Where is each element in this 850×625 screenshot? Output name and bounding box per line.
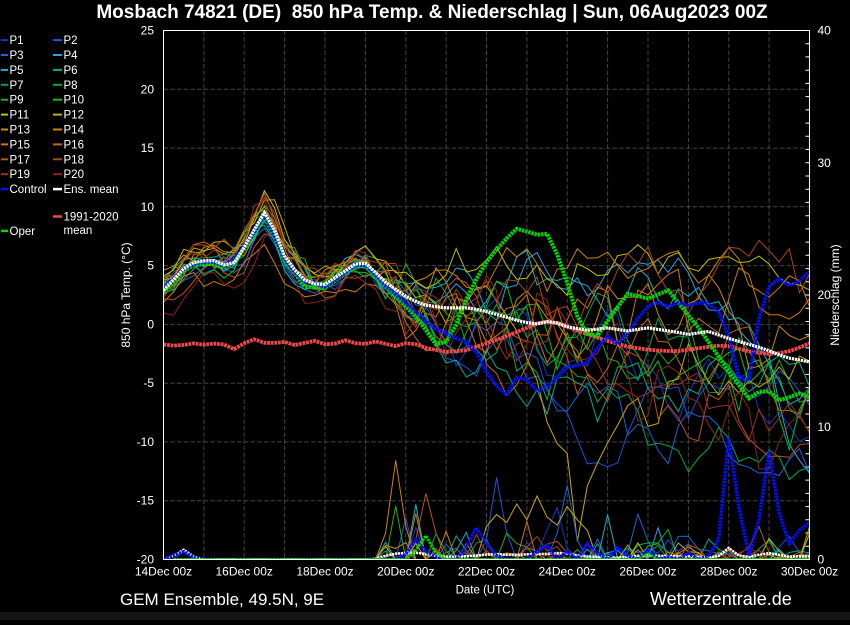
svg-text:mean: mean xyxy=(64,225,93,237)
svg-text:P18: P18 xyxy=(64,154,84,166)
svg-text:25: 25 xyxy=(141,24,155,38)
svg-text:P13: P13 xyxy=(10,125,30,137)
svg-text:28Dec 00z: 28Dec 00z xyxy=(700,565,757,579)
svg-text:P5: P5 xyxy=(10,65,24,77)
svg-text:10: 10 xyxy=(818,420,832,434)
svg-text:20: 20 xyxy=(141,82,155,96)
svg-text:P4: P4 xyxy=(64,50,79,62)
svg-text:14Dec 00z: 14Dec 00z xyxy=(135,565,192,579)
svg-text:P2: P2 xyxy=(64,35,78,47)
svg-text:P6: P6 xyxy=(64,65,78,77)
svg-text:30Dec 00z: 30Dec 00z xyxy=(781,565,838,579)
svg-text:20Dec 00z: 20Dec 00z xyxy=(377,565,434,579)
svg-text:-20: -20 xyxy=(137,553,155,567)
svg-text:P3: P3 xyxy=(10,50,24,62)
svg-text:P9: P9 xyxy=(10,95,24,107)
svg-text:22Dec 00z: 22Dec 00z xyxy=(458,565,515,579)
svg-text:1991-2020: 1991-2020 xyxy=(64,212,119,224)
svg-text:Mosbach 74821 (DE) 850 hPa Te: Mosbach 74821 (DE) 850 hPa Temp. & Niede… xyxy=(96,2,768,23)
svg-text:P10: P10 xyxy=(64,95,84,107)
svg-text:Control: Control xyxy=(10,184,47,196)
svg-text:P14: P14 xyxy=(64,125,85,137)
svg-text:10: 10 xyxy=(141,200,155,214)
svg-text:16Dec 00z: 16Dec 00z xyxy=(216,565,273,579)
svg-text:40: 40 xyxy=(818,24,832,38)
svg-text:850 hPa Temp. (°C): 850 hPa Temp. (°C) xyxy=(119,242,133,347)
svg-text:P20: P20 xyxy=(64,169,84,181)
svg-text:P8: P8 xyxy=(64,80,78,92)
svg-text:30: 30 xyxy=(818,156,832,170)
svg-text:Niederschlag (mm): Niederschlag (mm) xyxy=(828,244,842,345)
svg-text:Ens. mean: Ens. mean xyxy=(64,184,119,196)
svg-text:Wetterzentrale.de: Wetterzentrale.de xyxy=(650,589,792,609)
svg-text:GEM Ensemble, 49.5N, 9E: GEM Ensemble, 49.5N, 9E xyxy=(120,590,324,609)
svg-text:24Dec 00z: 24Dec 00z xyxy=(539,565,596,579)
svg-text:P7: P7 xyxy=(10,80,24,92)
svg-text:26Dec 00z: 26Dec 00z xyxy=(619,565,676,579)
svg-text:0: 0 xyxy=(147,317,154,331)
svg-text:-15: -15 xyxy=(137,494,155,508)
svg-text:P19: P19 xyxy=(10,169,30,181)
svg-text:Oper: Oper xyxy=(10,226,36,238)
svg-text:-5: -5 xyxy=(143,376,154,390)
svg-text:P16: P16 xyxy=(64,139,84,151)
svg-text:5: 5 xyxy=(147,259,154,273)
svg-text:P1: P1 xyxy=(10,35,24,47)
svg-text:15: 15 xyxy=(141,141,155,155)
svg-text:18Dec 00z: 18Dec 00z xyxy=(296,565,353,579)
svg-text:-10: -10 xyxy=(137,435,155,449)
svg-text:0: 0 xyxy=(818,553,825,567)
svg-text:20: 20 xyxy=(818,288,832,302)
svg-text:Date (UTC): Date (UTC) xyxy=(456,585,515,597)
svg-text:P11: P11 xyxy=(10,110,30,122)
svg-text:P15: P15 xyxy=(10,139,30,151)
svg-text:P17: P17 xyxy=(10,154,30,166)
svg-text:P12: P12 xyxy=(64,110,84,122)
